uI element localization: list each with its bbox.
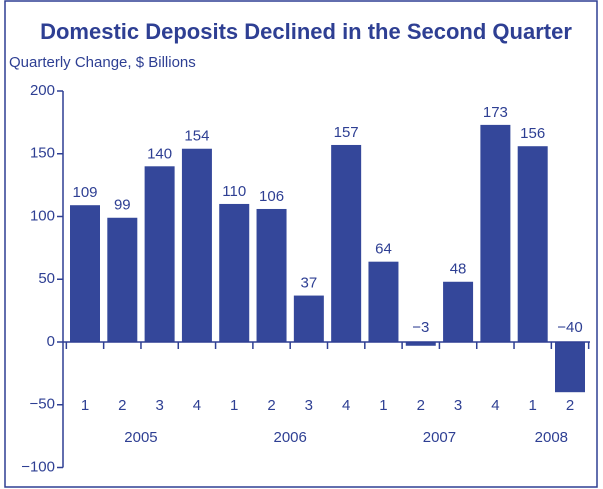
bar: [256, 208, 287, 342]
value-label: 173: [483, 104, 508, 121]
bar: [331, 144, 362, 342]
bar: [144, 166, 175, 342]
x-tick-label: 2: [566, 397, 574, 414]
value-label: 156: [520, 125, 545, 142]
chart-title: Domestic Deposits Declined in the Second…: [40, 19, 572, 44]
value-label: 99: [114, 197, 131, 214]
y-tick-label: −100: [21, 458, 55, 475]
x-tick-label: 1: [230, 397, 238, 414]
bar: [219, 203, 250, 342]
x-tick-label: 4: [491, 397, 499, 414]
x-tick-label: 2: [417, 397, 425, 414]
value-label: 140: [147, 145, 172, 162]
x-tick-label: 3: [454, 397, 462, 414]
value-label: 154: [184, 128, 209, 145]
bar: [555, 342, 585, 393]
x-tick-label: 1: [379, 397, 387, 414]
bar: [443, 281, 474, 342]
bar: [293, 295, 324, 342]
x-tick-label: 2: [118, 397, 126, 414]
bar: [480, 124, 511, 342]
bar: [181, 148, 212, 342]
x-tick-label: 3: [155, 397, 163, 414]
year-label: 2005: [124, 429, 157, 446]
x-tick-label: 1: [81, 397, 89, 414]
y-tick-label: −50: [30, 396, 55, 413]
x-tick-label: 2: [267, 397, 275, 414]
x-tick-label: 4: [193, 397, 201, 414]
value-label: 37: [301, 275, 318, 292]
y-tick-label: 200: [30, 82, 55, 99]
bar: [517, 146, 548, 342]
year-label: 2006: [274, 429, 307, 446]
y-tick-label: 150: [30, 145, 55, 162]
value-label: −40: [557, 319, 582, 336]
value-label: 106: [259, 188, 284, 205]
bar: [70, 205, 100, 342]
value-label: 64: [375, 241, 392, 258]
value-label: 48: [450, 261, 467, 278]
year-label: 2007: [423, 429, 456, 446]
x-tick-label: 1: [529, 397, 537, 414]
y-tick-label: 100: [30, 207, 55, 224]
bar: [405, 342, 436, 346]
chart-subtitle: Quarterly Change, $ Billions: [9, 54, 196, 71]
year-label: 2008: [535, 429, 568, 446]
value-label: 110: [222, 183, 246, 200]
bar: [368, 261, 399, 342]
y-tick-label: 0: [47, 333, 55, 350]
bar: [107, 217, 138, 342]
value-label: −3: [412, 319, 429, 336]
frame: [4, 0, 598, 488]
value-label: 157: [334, 124, 359, 141]
x-tick-label: 3: [305, 397, 313, 414]
y-tick-label: 50: [38, 270, 55, 287]
value-label: 109: [72, 184, 97, 201]
x-tick-label: 4: [342, 397, 350, 414]
